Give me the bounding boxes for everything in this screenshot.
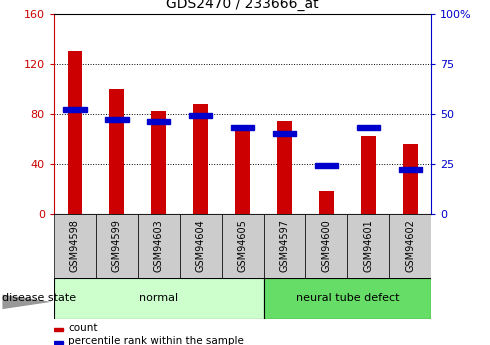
Bar xyxy=(54,341,63,344)
Text: GSM94598: GSM94598 xyxy=(70,219,80,272)
Bar xyxy=(193,104,208,214)
Text: GSM94600: GSM94600 xyxy=(321,219,331,272)
Text: disease state: disease state xyxy=(2,294,76,303)
Text: percentile rank within the sample: percentile rank within the sample xyxy=(68,336,244,345)
Bar xyxy=(105,117,128,122)
Bar xyxy=(221,214,264,278)
Bar xyxy=(151,111,166,214)
Bar xyxy=(398,167,422,172)
Bar xyxy=(277,121,292,214)
Text: normal: normal xyxy=(139,294,178,303)
Text: GSM94597: GSM94597 xyxy=(279,219,290,272)
Bar xyxy=(138,214,180,278)
Bar xyxy=(231,125,254,130)
Bar xyxy=(96,214,138,278)
Bar xyxy=(361,136,376,214)
Text: GSM94602: GSM94602 xyxy=(405,219,415,272)
Text: GSM94605: GSM94605 xyxy=(238,219,247,272)
Bar xyxy=(54,214,96,278)
Bar xyxy=(264,214,305,278)
Bar xyxy=(109,89,124,214)
Bar xyxy=(305,214,347,278)
Bar xyxy=(189,114,212,118)
Bar xyxy=(357,125,380,130)
Bar xyxy=(235,126,250,214)
Title: GDS2470 / 233666_at: GDS2470 / 233666_at xyxy=(166,0,319,11)
Bar xyxy=(319,191,334,214)
Bar xyxy=(347,214,389,278)
Text: count: count xyxy=(68,324,98,333)
Text: GSM94603: GSM94603 xyxy=(154,219,164,272)
Bar xyxy=(54,328,63,331)
Bar xyxy=(54,278,264,319)
Bar xyxy=(403,144,417,214)
Bar xyxy=(273,131,296,136)
Bar xyxy=(389,214,431,278)
Bar xyxy=(264,278,431,319)
Bar xyxy=(315,164,338,168)
Text: neural tube defect: neural tube defect xyxy=(295,294,399,303)
Text: GSM94601: GSM94601 xyxy=(363,219,373,272)
Bar xyxy=(147,119,171,124)
Text: GSM94599: GSM94599 xyxy=(112,219,122,272)
Bar xyxy=(180,214,221,278)
Text: GSM94604: GSM94604 xyxy=(196,219,206,272)
Bar xyxy=(68,51,82,214)
Polygon shape xyxy=(2,295,51,309)
Bar xyxy=(63,107,87,112)
